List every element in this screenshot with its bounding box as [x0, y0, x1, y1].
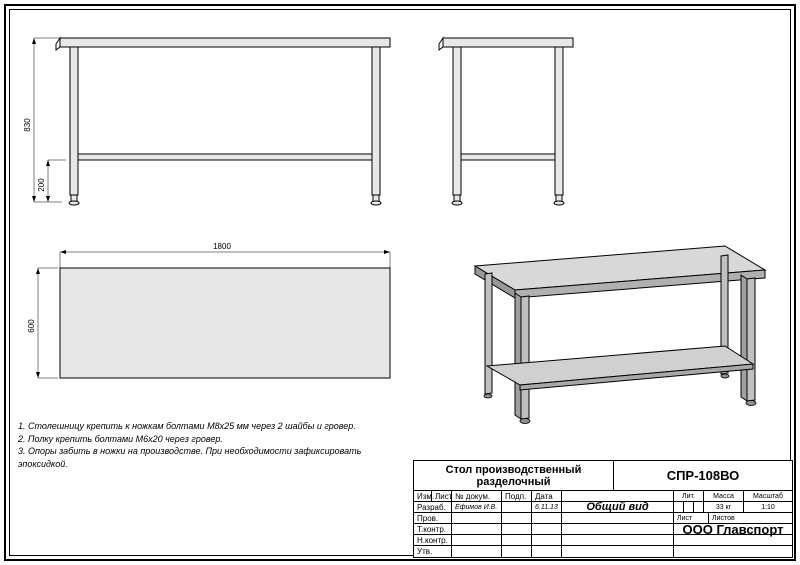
val-developer: Ефимов И.В.: [452, 502, 502, 512]
hdr-ndokum: № докум.: [452, 491, 502, 501]
hdr-podp: Подп.: [502, 491, 532, 501]
hdr-utv: Утв.: [414, 546, 452, 557]
product-name-2: разделочный: [417, 476, 610, 488]
val-mass: 33 кг: [704, 502, 744, 512]
hdr-massa: Масса: [704, 491, 744, 501]
hdr-nkontr: Н.контр.: [414, 535, 452, 545]
title-block: Стол производственный разделочный СПР-10…: [413, 460, 793, 558]
hdr-prov: Пров.: [414, 513, 452, 523]
top-plan-view: 1800 600: [22, 240, 402, 390]
isometric-view: [425, 218, 775, 433]
dim-depth: 600: [27, 319, 36, 333]
hdr-list: Лист: [432, 491, 452, 501]
note-1: 1. Столешницу крепить к ножкам болтами М…: [18, 420, 388, 433]
side-elevation-view: [435, 30, 585, 215]
hdr-lit: Лит.: [674, 491, 704, 501]
hdr-tkontr: Т.контр.: [414, 524, 452, 534]
hdr-razrab: Разраб.: [414, 502, 452, 512]
hdr-data: Дата: [532, 491, 562, 501]
note-3: 3. Опоры забить в ножки на производстве.…: [18, 445, 388, 470]
product-name-1: Стол производственный: [417, 464, 610, 476]
assembly-notes: 1. Столешницу крепить к ножкам болтами М…: [18, 420, 388, 470]
front-elevation-view: 830 200: [22, 30, 402, 215]
dim-length: 1800: [213, 242, 231, 251]
val-date: 6.11.13: [532, 502, 562, 512]
dim-height: 830: [23, 118, 32, 132]
hdr-izm: Изм.: [414, 491, 432, 501]
hdr-masshtab: Масштаб: [744, 491, 792, 501]
val-scale: 1:10: [744, 502, 792, 512]
view-label: Общий вид: [562, 502, 674, 512]
note-2: 2. Полку крепить болтами М6х20 через гро…: [18, 433, 388, 446]
dim-crossbar: 200: [37, 178, 46, 192]
product-code: СПР-108ВО: [617, 468, 789, 483]
